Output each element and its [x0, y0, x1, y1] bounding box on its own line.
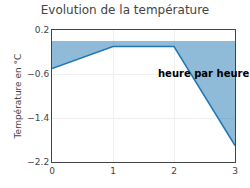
svg-text:3: 3 — [232, 166, 238, 176]
svg-text:−2.2: −2.2 — [27, 157, 49, 167]
svg-text:2: 2 — [171, 166, 177, 176]
svg-text:Evolution de la température: Evolution de la température — [41, 3, 210, 17]
svg-text:−1.4: −1.4 — [27, 113, 49, 123]
svg-text:−0.6: −0.6 — [27, 69, 49, 79]
svg-text:1: 1 — [110, 166, 116, 176]
svg-text:Température en °C: Température en °C — [13, 54, 23, 140]
svg-text:heure par heure: heure par heure — [158, 68, 249, 79]
svg-text:0.2: 0.2 — [35, 25, 49, 35]
svg-text:0: 0 — [49, 166, 55, 176]
